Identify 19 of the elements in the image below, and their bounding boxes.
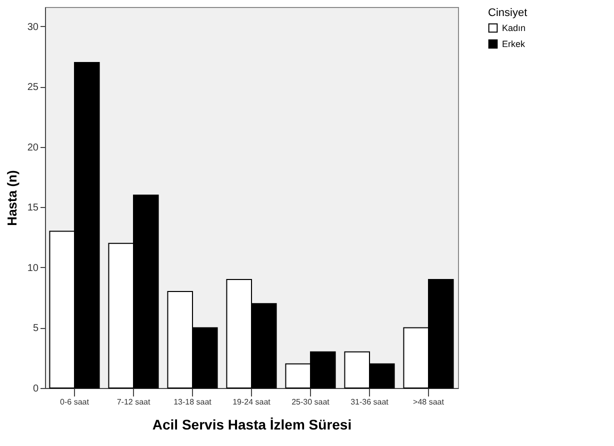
y-tick-label: 25	[27, 82, 39, 94]
x-tick-label: >48 saat	[413, 398, 445, 406]
y-tick-label: 0	[32, 384, 39, 394]
legend-label: Erkek	[502, 39, 526, 49]
legend-title: Cinsiyet	[488, 7, 528, 19]
y-tick-label: 5	[32, 323, 39, 334]
x-tick-label: 25-30 saat	[292, 398, 330, 406]
y-tick-label: 15	[27, 202, 39, 214]
y-tick-label: 30	[27, 22, 39, 33]
y-tick-label: 10	[27, 262, 39, 274]
legend-label: Kadın	[502, 23, 526, 33]
y-tick-label: 20	[27, 142, 39, 154]
x-tick-label: 0-6 saat	[60, 398, 90, 406]
x-tick-label: 13-18 saat	[174, 398, 212, 406]
y-axis-title: Hasta (n)	[4, 170, 20, 226]
x-tick-label: 19-24 saat	[232, 398, 272, 406]
x-tick-label: 7-12 saat	[116, 398, 151, 406]
x-tick-label: 31-36 saat	[350, 398, 390, 406]
x-axis-title: Acil Servis Hasta İzlem Süresi	[152, 416, 352, 432]
